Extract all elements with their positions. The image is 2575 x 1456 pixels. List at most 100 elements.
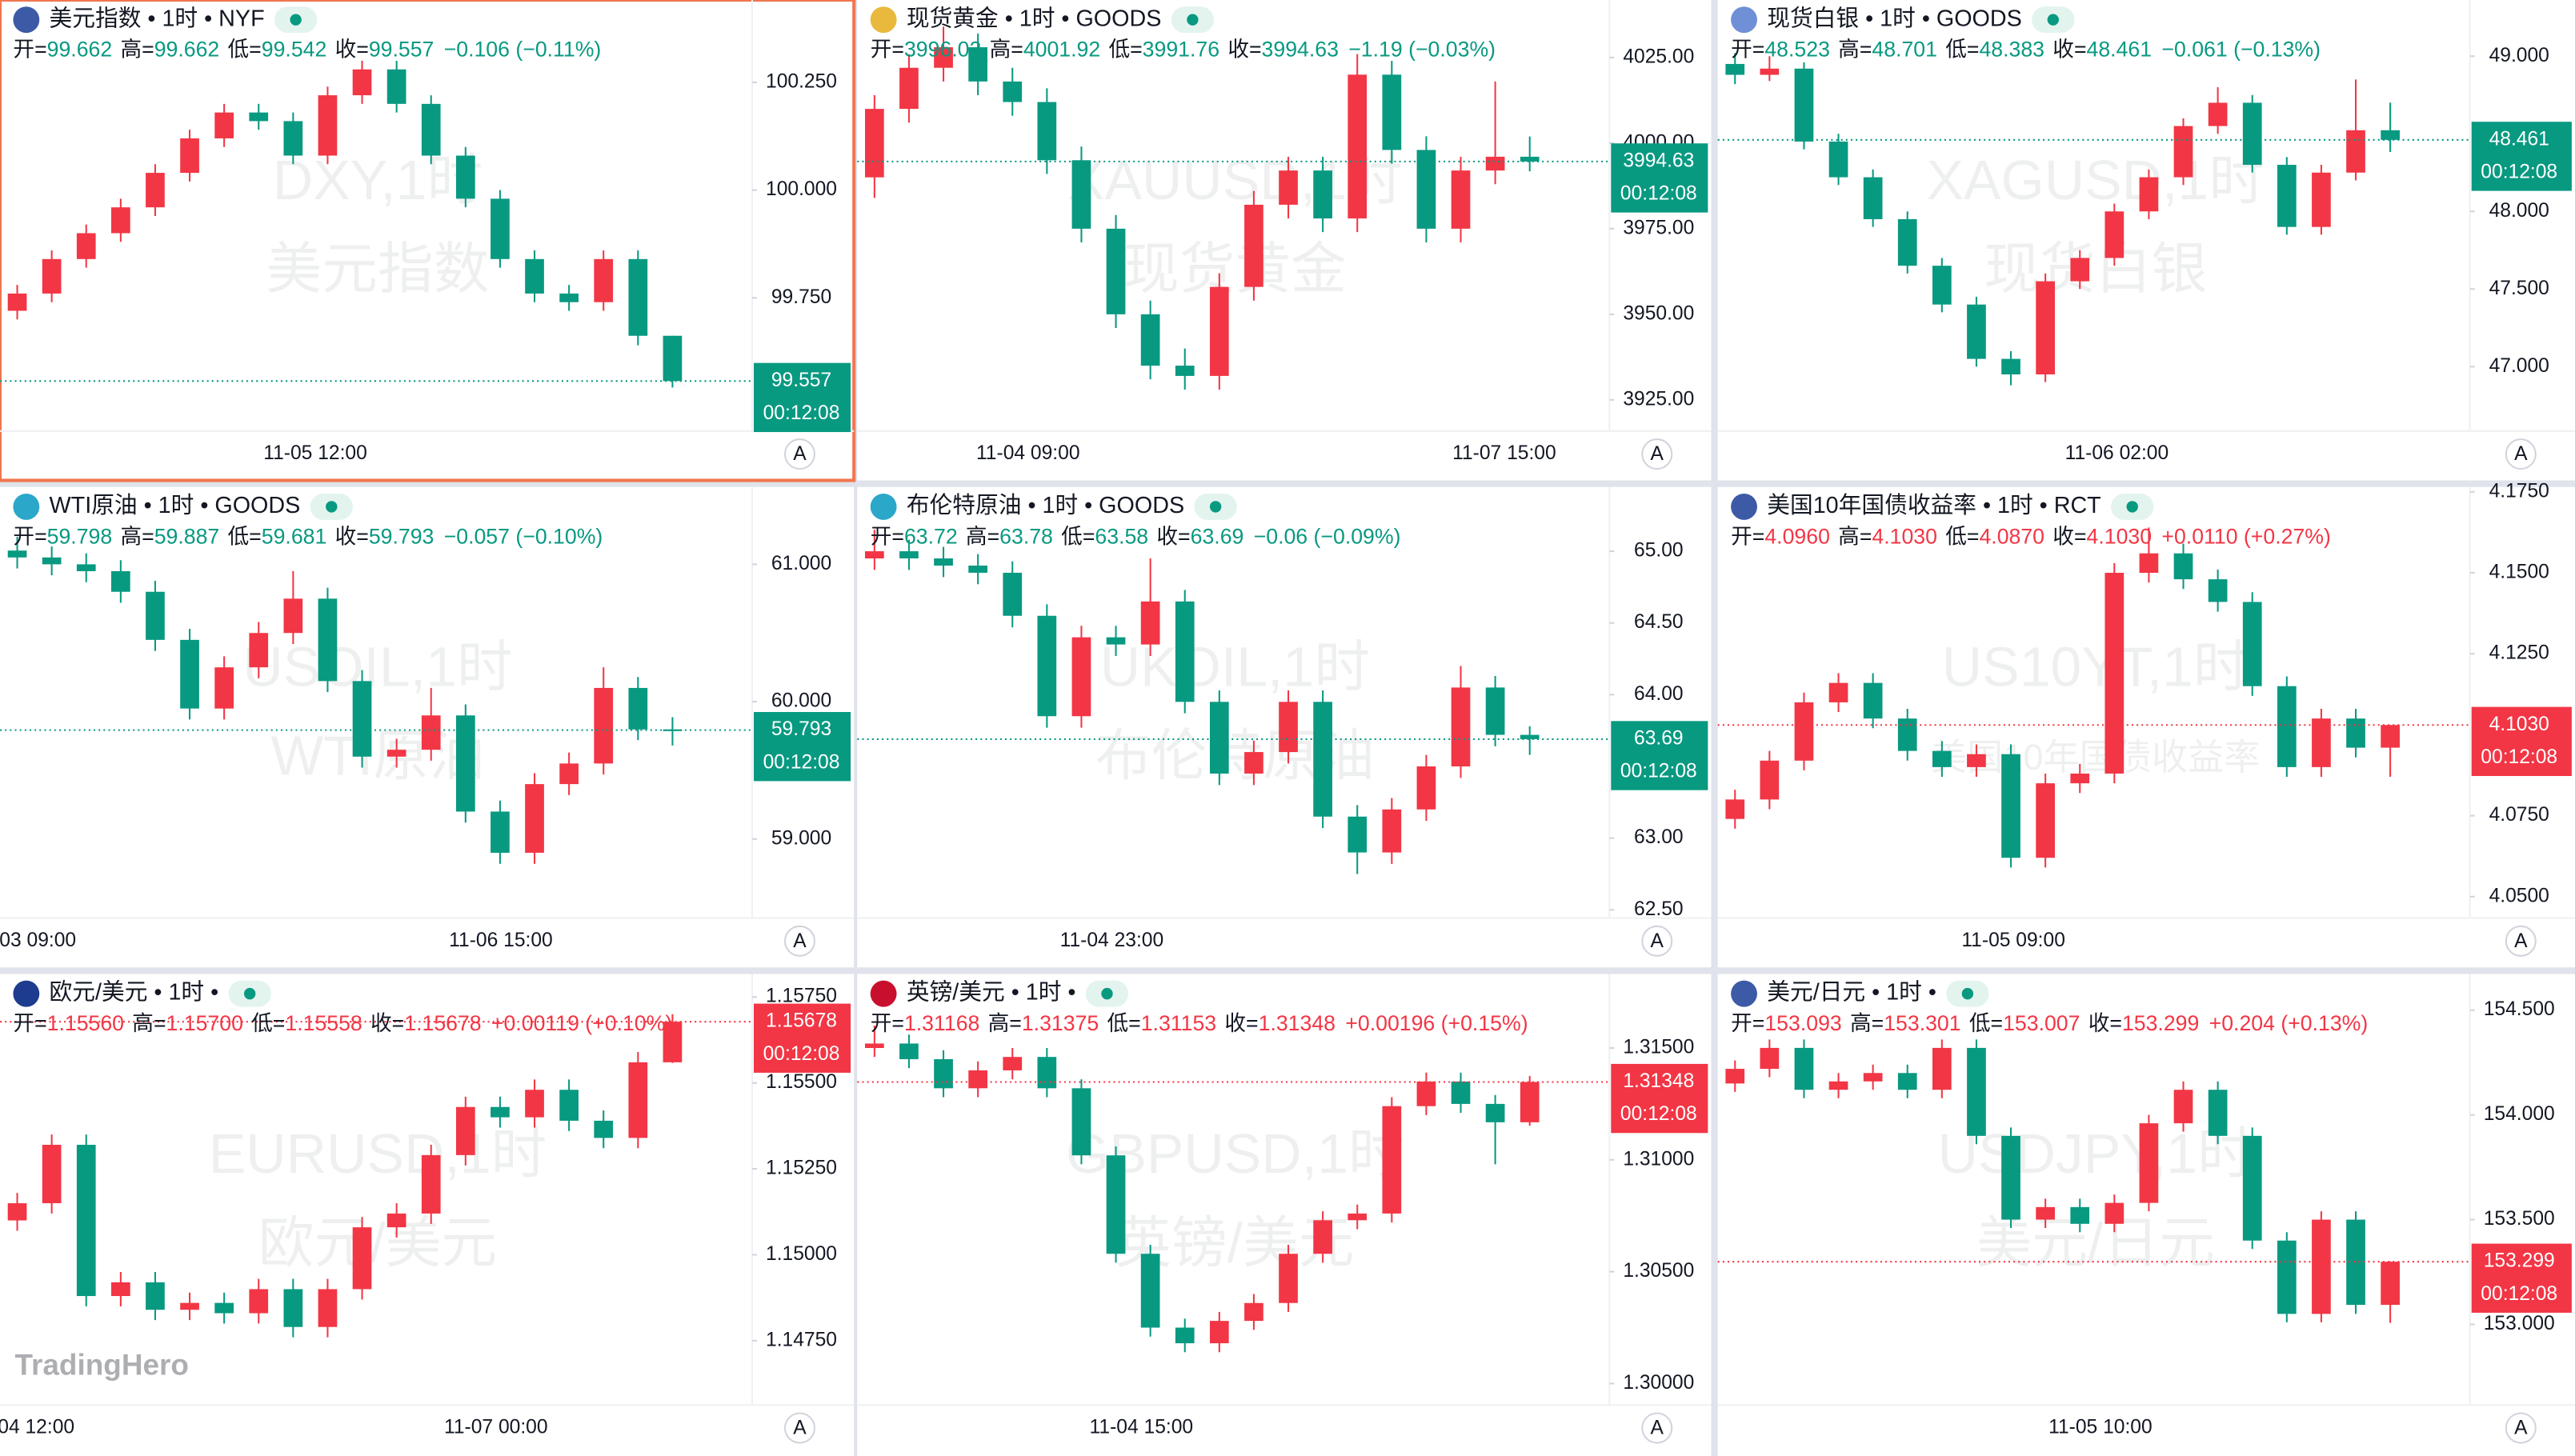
y-tick-label: 100.250 [766,70,837,92]
stat-label: 低= [1945,525,1979,549]
panel[interactable] [0,0,856,482]
candle-body [2036,783,2055,858]
auto-button-label[interactable]: A [2514,930,2528,952]
candle-body [1725,1069,1745,1084]
stat-label: 开= [1731,1011,1764,1035]
candle-body [1003,81,1023,102]
watermark: 美元/日元 [1976,1211,2215,1274]
candle-body [180,138,199,174]
candle-body [2173,126,2193,178]
x-tick-label: 04 12:00 [0,1417,74,1438]
candle-body [455,1106,475,1155]
candle-body [1175,366,1195,376]
price-tag [754,712,851,782]
chart-title: 现货黄金 • 1时 • GOODS [907,6,1162,31]
candle-body [1140,1254,1160,1328]
candle-body [1003,1057,1023,1070]
auto-button[interactable] [783,438,815,470]
auto-button-label[interactable]: A [2514,1418,2528,1439]
candle-body [1416,766,1436,810]
auto-button[interactable] [2505,438,2537,470]
auto-button-label[interactable]: A [793,1418,807,1439]
auto-button[interactable] [783,925,815,957]
candle-body [2277,686,2297,767]
candle-body [386,1213,406,1228]
ohlc-stats: 开=59.798 高=59.887 低=59.681 收=59.793 −0.057 (… [13,525,603,549]
candle-body [1828,1081,1848,1090]
panel[interactable] [0,974,855,1456]
candle-body [2104,572,2124,774]
chart-title: WTI原油 • 1时 • GOODS [50,493,301,518]
auto-button[interactable] [2505,1412,2537,1444]
candle-body [1416,1081,1436,1106]
auto-button[interactable] [1641,438,1673,470]
watermark: WTI原油 [270,725,484,787]
stat-label: 高= [120,525,154,549]
status-dot [290,14,302,26]
candle-body [1037,1057,1057,1089]
auto-button[interactable] [1641,1412,1673,1444]
symbol-icon [1731,980,1757,1007]
candle-body [7,550,27,558]
candle-body [318,598,338,682]
watermark: XAUUSD,1时 [1067,149,1403,211]
stat-label: 开= [1731,38,1764,62]
watermark: EURUSD,1时 [209,1122,547,1185]
stat-label: 收= [1227,38,1261,62]
candle-body [386,750,406,757]
price-tag-label: 48.461 [2489,128,2549,150]
candle-body [352,681,372,757]
watermark: 布伦特原油 [1095,725,1375,787]
auto-button-label[interactable]: A [1651,1418,1664,1439]
candle-body [1313,702,1332,817]
candle-body [1140,314,1160,366]
panel[interactable] [1717,974,2575,1456]
price-tag [2471,1243,2572,1313]
candle-body [1967,754,1986,767]
candle-body [899,1043,919,1059]
stat-label: 高= [990,38,1023,62]
candle-body [899,551,919,559]
panel[interactable] [1717,0,2575,481]
candle-body [110,207,130,234]
candle-body [628,1062,648,1138]
stat-label: 收= [1224,1011,1258,1035]
auto-button[interactable] [783,1412,815,1444]
stat-label: 开= [13,1011,46,1035]
auto-button-label[interactable]: A [793,443,807,465]
stat-value: 4.0870 [1979,525,2044,549]
y-tick-label: 1.30500 [1623,1260,1694,1282]
auto-button-label[interactable]: A [1651,930,1664,952]
candle-body [2036,281,2055,374]
candle-body [2277,165,2297,227]
candle-body [1897,718,1917,751]
y-tick-label: 3975.00 [1623,217,1694,238]
price-tag [2471,122,2572,191]
stat-value: 4.0960 [1764,525,1830,549]
y-tick-label: 64.50 [1634,611,1684,633]
panel[interactable] [857,974,1712,1456]
auto-button-label[interactable]: A [793,930,807,952]
stat-label: 低= [228,38,262,62]
auto-button-label[interactable]: A [2514,443,2528,465]
candle-body [2208,1090,2228,1136]
candle-body [1828,682,1848,702]
candle-body [283,121,303,156]
panel[interactable] [857,0,1712,481]
candle-body [525,1090,544,1118]
candle-body [934,558,953,566]
candle-body [1244,204,1263,287]
auto-button[interactable] [2505,925,2537,957]
candle-body [2070,1206,2090,1224]
candle-body [1416,150,1436,229]
candle-body [968,47,987,82]
candle-body [76,1144,96,1297]
candle-body [318,1289,338,1327]
y-tick-label: 154.000 [2484,1103,2555,1125]
stat-value: 3996.02 [904,38,981,62]
y-tick-label: 64.00 [1634,683,1684,705]
auto-button-label[interactable]: A [1651,443,1664,465]
candle-body [2173,553,2193,580]
stat-label: 开= [13,525,46,549]
auto-button[interactable] [1641,925,1673,957]
